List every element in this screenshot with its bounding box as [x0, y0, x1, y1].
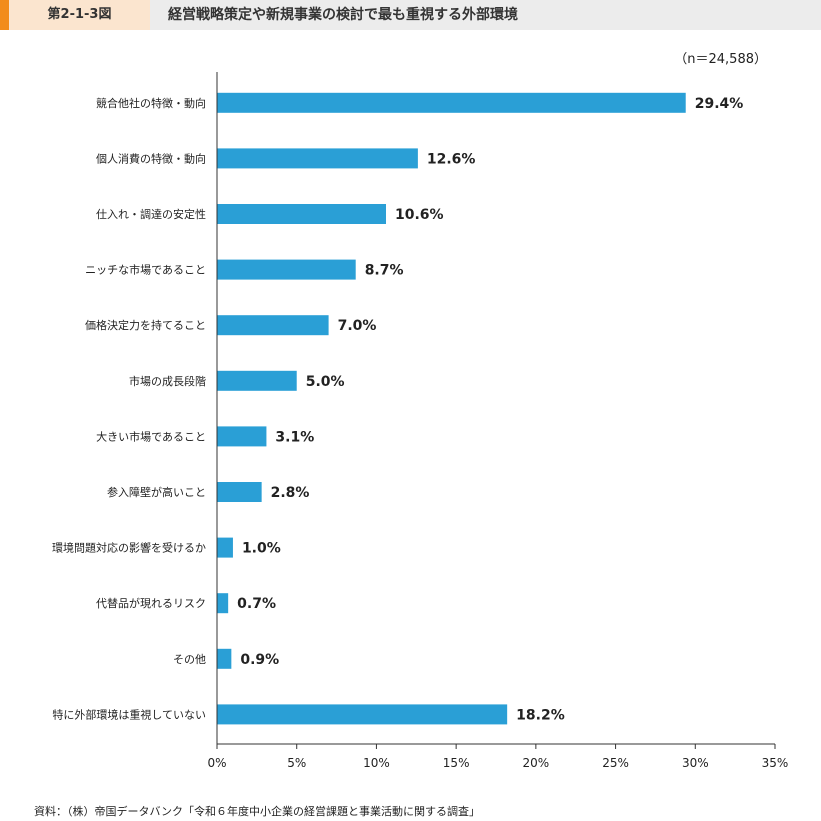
data-label: 12.6% — [427, 151, 476, 167]
x-tick-label: 35% — [762, 756, 789, 770]
sample-size-note: （n＝24,588） — [674, 52, 767, 67]
x-tick-label: 5% — [287, 756, 306, 770]
data-label: 2.8% — [271, 485, 310, 501]
x-tick-label: 0% — [207, 756, 226, 770]
category-label: 市場の成長段階 — [129, 374, 206, 388]
category-label: 競合他社の特徴・動向 — [96, 96, 206, 110]
bar — [217, 704, 508, 725]
category-label: 個人消費の特徴・動向 — [96, 151, 206, 165]
bar — [217, 648, 232, 669]
category-label: ニッチな市場であること — [85, 263, 206, 277]
category-label: 代替品が現れるリスク — [96, 596, 206, 610]
data-label: 0.9% — [240, 652, 279, 668]
category-label: 環境問題対応の影響を受けるか — [52, 541, 206, 555]
data-label: 1.0% — [242, 541, 281, 557]
data-label: 7.0% — [338, 318, 377, 334]
x-tick-label: 20% — [523, 756, 550, 770]
data-label: 0.7% — [237, 596, 276, 612]
data-label: 29.4% — [695, 96, 744, 112]
source-note: 資料：（株）帝国データバンク「令和６年度中小企業の経営課題と事業活動に関する調査… — [34, 805, 481, 818]
category-label: 価格決定力を持てること — [85, 318, 206, 332]
x-tick-label: 25% — [602, 756, 629, 770]
bar — [217, 593, 229, 614]
data-label: 3.1% — [275, 429, 314, 445]
category-label: 大きい市場であること — [96, 429, 206, 443]
data-label: 10.6% — [395, 207, 444, 223]
category-label: その他 — [173, 653, 206, 666]
bar — [217, 259, 356, 280]
x-tick-label: 10% — [363, 756, 390, 770]
figure-title: 経営戦略策定や新規事業の検討で最も重視する外部環境 — [168, 7, 518, 23]
figure-header: 第2-1-3図 経営戦略策定や新規事業の検討で最も重視する外部環境 — [0, 0, 821, 30]
x-tick-label: 30% — [682, 756, 709, 770]
bar — [217, 370, 297, 391]
category-label: 参入障壁が高いこと — [107, 485, 206, 499]
category-label: 特に外部環境は重視していない — [52, 707, 206, 721]
header-accent-bar — [0, 0, 9, 30]
data-label: 8.7% — [365, 263, 404, 279]
figure-number: 第2-1-3図 — [9, 0, 150, 30]
bar — [217, 537, 233, 558]
bar — [217, 92, 686, 113]
bar — [217, 426, 267, 447]
bar — [217, 482, 262, 502]
bar — [217, 315, 329, 336]
data-label: 18.2% — [516, 707, 565, 723]
x-tick-label: 15% — [443, 756, 470, 770]
category-label: 仕入れ・調達の安定性 — [96, 207, 206, 221]
bar — [217, 148, 418, 169]
bar — [217, 204, 386, 224]
data-label: 5.0% — [306, 374, 345, 390]
